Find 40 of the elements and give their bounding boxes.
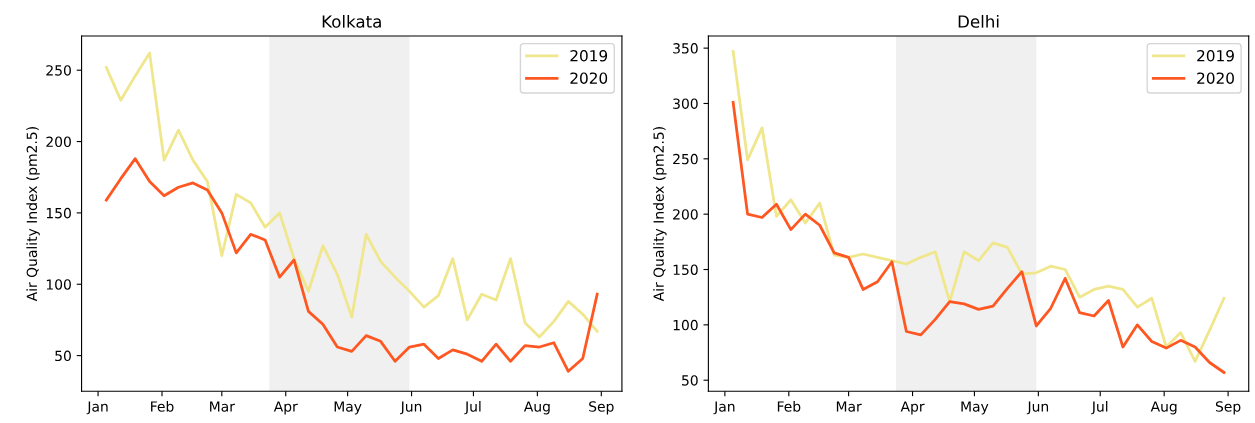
x-tick-label: Sep	[1215, 401, 1241, 415]
x-tick-label: Jun	[399, 401, 422, 415]
x-tick-label: Mar	[836, 401, 862, 412]
x-tick-label: Feb	[151, 401, 174, 412]
y-tick-label: 50	[55, 350, 71, 362]
x-tick-label: Jan	[713, 401, 735, 415]
y-tick-label: 100	[46, 279, 71, 290]
y-tick-label: 200	[673, 209, 698, 220]
x-tick-label: Mar	[210, 401, 235, 412]
legend-label: 2019	[1197, 49, 1234, 62]
legend-label: 2020	[570, 72, 608, 84]
x-tick-label: Jan	[86, 401, 108, 415]
y-tick-label: 250	[46, 65, 71, 76]
line-series	[104, 157, 599, 373]
x-tick-label: Aug	[523, 401, 550, 415]
x-tick-label: Aug	[1150, 401, 1177, 415]
x-tick-label: Sep	[589, 401, 614, 415]
y-tick-label: 250	[673, 153, 698, 165]
x-tick-label: May	[961, 401, 989, 415]
y-tick-label: 100	[673, 319, 698, 331]
line-series	[731, 100, 1226, 374]
legend-label: 2020	[1197, 72, 1234, 84]
x-tick-label: Feb	[777, 401, 801, 412]
y-tick-label: 50	[682, 375, 698, 386]
y-axis-title: Air Quality Index (pm2.5)	[653, 127, 667, 302]
x-tick-label: Jun	[1026, 401, 1049, 415]
y-tick-label: 150	[46, 207, 71, 219]
x-tick-label: Apr	[900, 401, 925, 415]
chart-title: Delhi	[958, 14, 999, 28]
x-tick-label: Apr	[273, 401, 298, 415]
x-tick-label: Jul	[1091, 401, 1108, 415]
y-tick-label: 150	[673, 264, 698, 275]
x-tick-label: May	[334, 401, 362, 415]
chart-title: Kolkata	[322, 14, 381, 28]
y-tick-label: 200	[46, 136, 71, 148]
y-tick-label: 350	[673, 43, 698, 54]
y-axis-title: Air Quality Index (pm2.5)	[26, 127, 40, 302]
legend-label: 2019	[570, 49, 608, 62]
x-tick-label: Jul	[464, 401, 481, 415]
y-tick-label: 300	[673, 98, 698, 109]
